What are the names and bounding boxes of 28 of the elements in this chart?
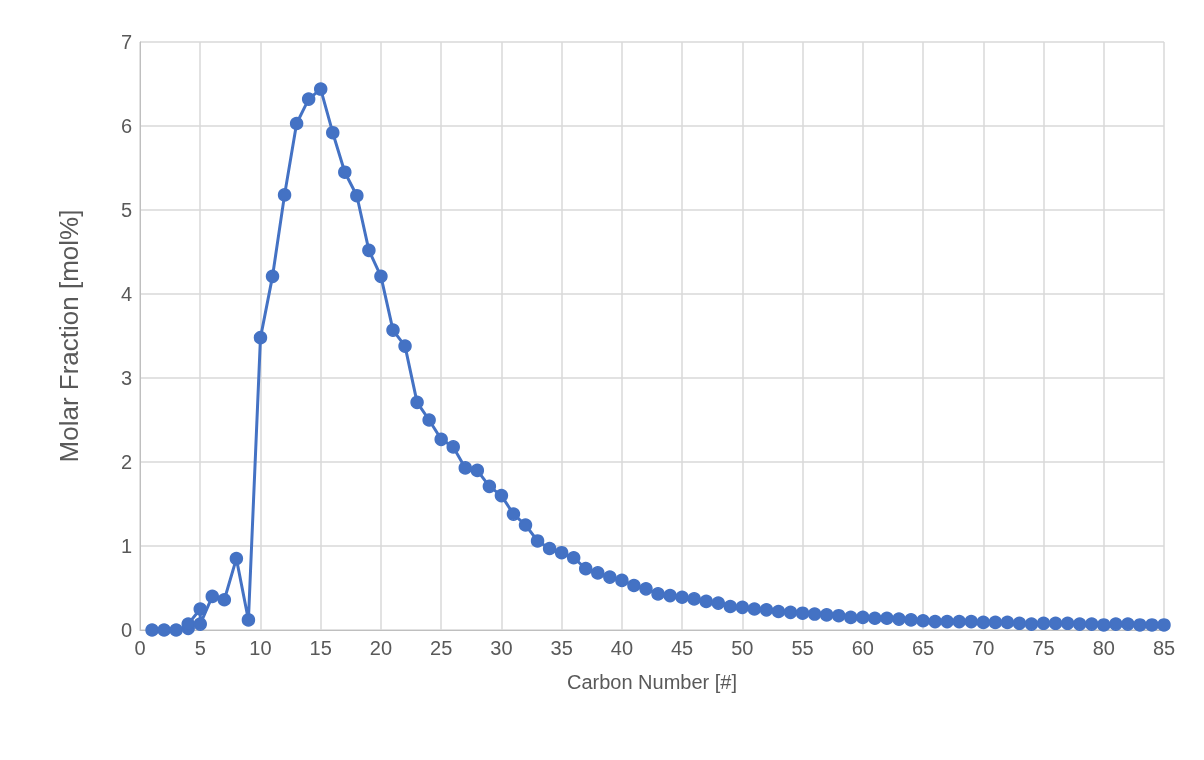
x-tick-label: 15 — [309, 637, 332, 659]
x-tick-label: 85 — [1152, 637, 1176, 659]
x-tick-label: 30 — [490, 637, 513, 659]
x-tick-label: 65 — [911, 637, 935, 659]
y-tick-label: 6 — [120, 115, 132, 137]
x-axis-title: Carbon Number [#] — [566, 671, 738, 693]
x-tick-label: 25 — [430, 637, 453, 659]
x-tick-label: 80 — [1092, 637, 1115, 659]
x-tick-label: 55 — [791, 637, 814, 659]
x-tick-label: 20 — [369, 637, 393, 659]
x-tick-label: 40 — [610, 637, 634, 659]
x-tick-label: 10 — [249, 637, 272, 659]
x-tick-label: 75 — [1032, 637, 1055, 659]
y-tick-label: 4 — [120, 283, 132, 305]
x-tick-label: 70 — [972, 637, 995, 659]
y-tick-label: 2 — [120, 451, 132, 473]
x-tick-label: 50 — [731, 637, 754, 659]
x-tick-label: 0 — [134, 637, 146, 659]
x-tick-label: 5 — [194, 637, 206, 659]
x-tick-label: 45 — [670, 637, 694, 659]
x-tick-label: 60 — [851, 637, 874, 659]
x-tick-label: 35 — [550, 637, 573, 659]
y-tick-label: 1 — [120, 535, 132, 557]
y-tick-label: 7 — [120, 31, 132, 53]
y-axis-title: Molar Fraction [mol%] — [54, 209, 84, 463]
y-tick-label: 5 — [120, 199, 132, 221]
y-tick-label: 0 — [120, 619, 132, 641]
y-tick-label: 3 — [120, 367, 132, 389]
